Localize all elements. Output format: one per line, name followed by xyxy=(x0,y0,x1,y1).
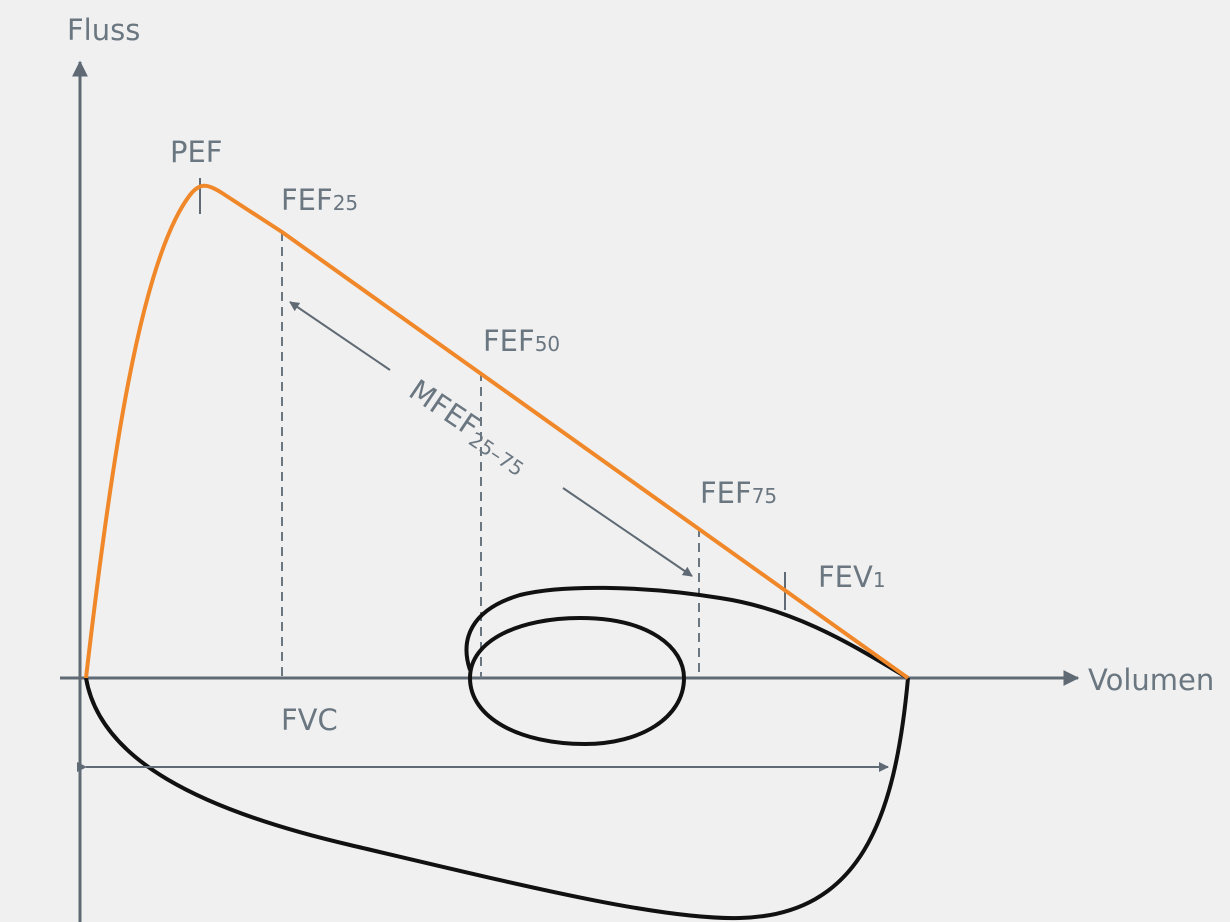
fef75-label: FEF75 xyxy=(700,476,777,510)
fev1-label-sub: 1 xyxy=(873,568,886,592)
fef50-label: FEF50 xyxy=(483,324,560,358)
x-axis-label: Volumen xyxy=(1088,663,1214,697)
fev1-label-main: FEV xyxy=(818,560,873,594)
mfef-label: MFEF25–75 xyxy=(401,373,536,481)
tidal-loop xyxy=(467,615,687,747)
fef25-label: FEF25 xyxy=(281,183,358,217)
mfef-arrow-down xyxy=(562,487,693,577)
mfef-arrow-up xyxy=(289,301,391,371)
expiratory-loop-black xyxy=(464,585,910,680)
fvc-label: FVC xyxy=(281,703,338,737)
expiratory-curve xyxy=(84,183,910,680)
fef50-label-main: FEF xyxy=(483,324,535,358)
fev1-label: FEV1 xyxy=(818,560,886,594)
fef50-label-sub: 50 xyxy=(535,332,560,356)
mfef-label-sub: 25–75 xyxy=(464,427,528,481)
inspiratory-curve xyxy=(84,677,910,921)
fef25-label-main: FEF xyxy=(281,183,333,217)
fef25-label-sub: 25 xyxy=(333,191,358,215)
pef-label: PEF xyxy=(170,135,223,169)
y-axis-label: Fluss xyxy=(67,13,140,47)
fef75-label-main: FEF xyxy=(700,476,752,510)
fef75-label-sub: 75 xyxy=(752,484,777,508)
